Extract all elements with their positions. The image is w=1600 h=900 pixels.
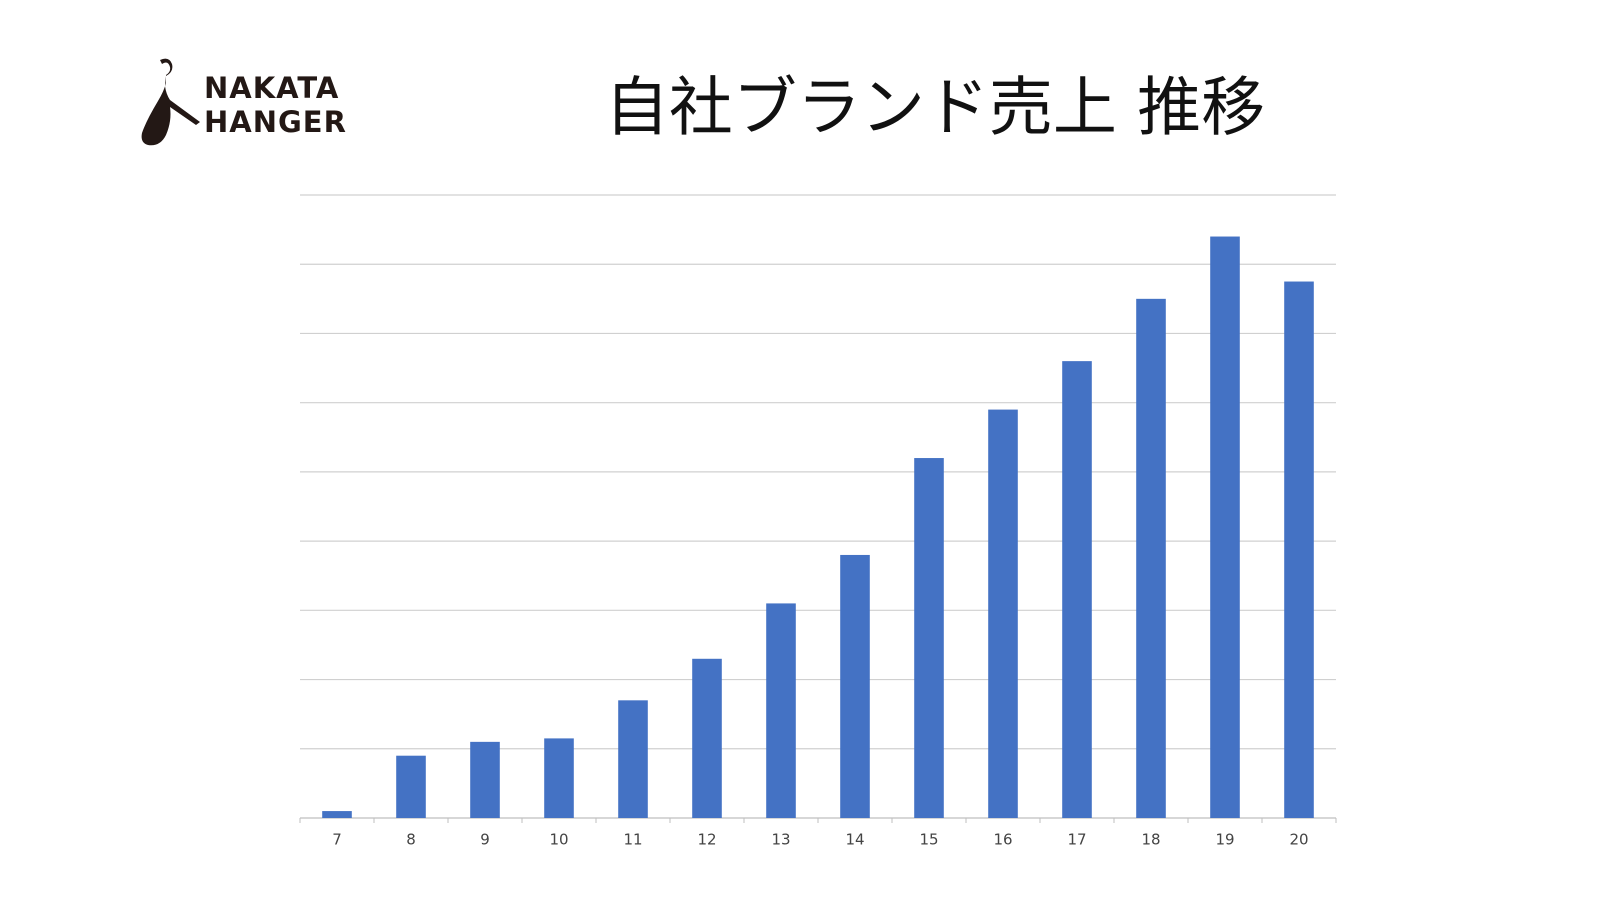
- bar: [1062, 361, 1092, 818]
- x-tick-label: 11: [623, 831, 642, 849]
- bar: [692, 658, 722, 818]
- bar: [322, 811, 352, 818]
- hanger-icon: [141, 58, 200, 146]
- x-tick-label: 16: [993, 831, 1012, 849]
- x-tick-label: 20: [1289, 831, 1308, 849]
- bar: [988, 409, 1018, 818]
- x-tick-label: 15: [919, 831, 938, 849]
- x-tick-label: 13: [771, 831, 790, 849]
- x-tick-label: 9: [480, 831, 490, 849]
- bar: [1210, 236, 1240, 819]
- bar: [840, 554, 870, 818]
- plot: 7 8 9 10 11 12 13 14 15 16 17 18 19 20: [299, 194, 1337, 849]
- bar: [544, 738, 574, 818]
- x-tick-label: 12: [697, 831, 716, 849]
- x-tick-label: 17: [1067, 831, 1086, 849]
- x-tick-label: 19: [1215, 831, 1234, 849]
- bar: [470, 741, 500, 818]
- x-tick-label: 7: [332, 831, 342, 849]
- bar: [396, 755, 426, 818]
- logo: NAKATA HANGER: [141, 58, 347, 146]
- bar: [766, 603, 796, 818]
- x-tick-label: 18: [1141, 831, 1160, 849]
- bar: [1136, 298, 1166, 818]
- logo-line: HANGER: [204, 105, 347, 139]
- x-tick-label: 8: [406, 831, 416, 849]
- logo-line: NAKATA: [204, 71, 339, 105]
- x-tick-label: 14: [845, 831, 864, 849]
- bar: [914, 458, 944, 818]
- chart-title: 自社ブランド売上 推移: [605, 72, 1265, 146]
- bar: [618, 700, 648, 818]
- bar: [1284, 281, 1314, 818]
- x-tick-label: 10: [549, 831, 568, 849]
